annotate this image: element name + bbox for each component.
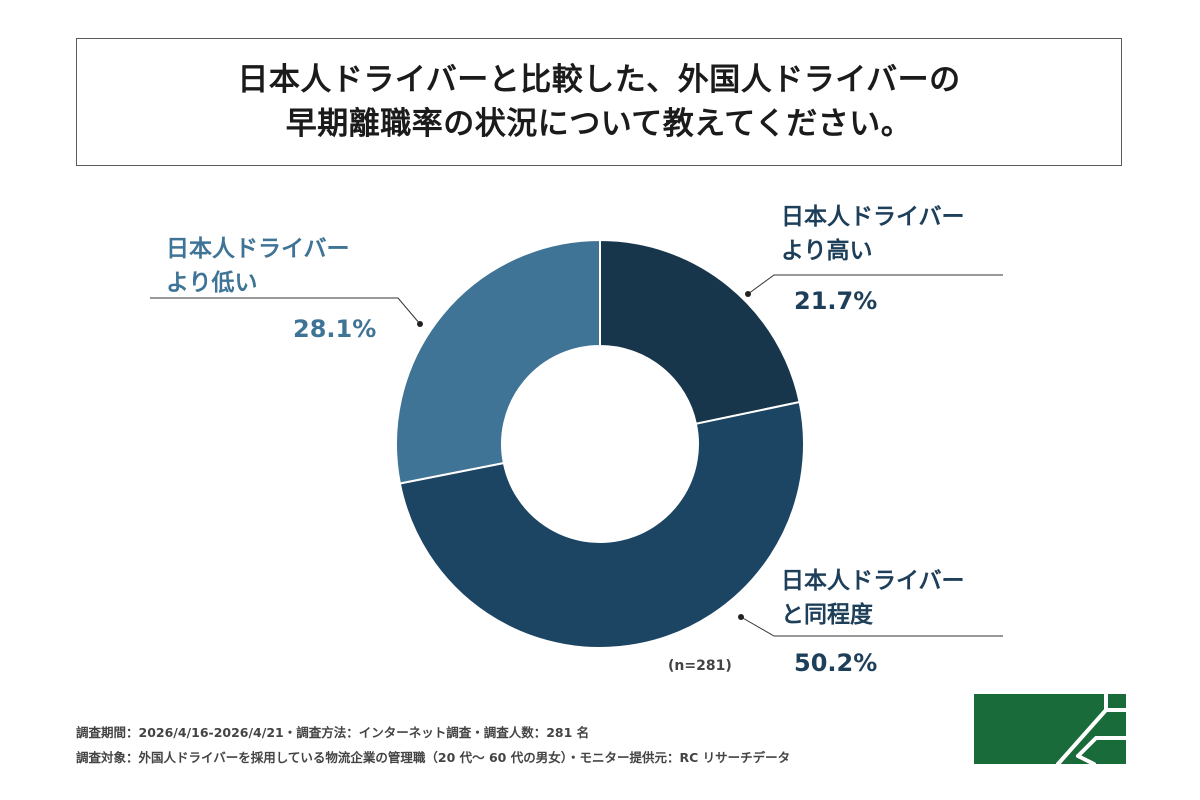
data-label-same: 50.2% xyxy=(794,649,878,677)
data-label-higher: 21.7% xyxy=(794,287,878,315)
label-lower-line1: 日本人ドライバー xyxy=(166,236,350,262)
leader-higher xyxy=(747,274,1003,295)
leader-lower xyxy=(150,297,421,325)
label-higher-line2: より高い xyxy=(781,238,873,264)
label-same: 日本人ドライバー と同程度 xyxy=(781,564,965,632)
data-label-lower: 28.1% xyxy=(293,315,377,343)
sample-size-note: (n=281) xyxy=(668,658,732,674)
slice-same xyxy=(398,400,805,650)
title-box: 日本人ドライバーと比較した、外国人ドライバーの 早期離職率の状況について教えてく… xyxy=(76,38,1122,166)
label-lower-line2: より低い xyxy=(166,270,258,296)
title-line-1: 日本人ドライバーと比較した、外国人ドライバーの xyxy=(237,62,961,98)
leader-same xyxy=(740,616,1003,637)
footer-line-2: 調査対象：外国人ドライバーを採用している物流企業の管理職（20 代〜 60 代の… xyxy=(76,750,791,765)
label-higher-line1: 日本人ドライバー xyxy=(781,204,965,230)
footer-line-1: 調査期間：2026/4/16-2026/4/21・調査方法：インターネット調査・… xyxy=(76,725,590,740)
label-higher: 日本人ドライバー より高い xyxy=(781,200,965,268)
leader-same-dot xyxy=(738,614,744,620)
company-logo-icon xyxy=(974,694,1126,764)
slice-lower xyxy=(395,238,601,485)
slice-higher xyxy=(599,238,801,426)
leader-higher-dot xyxy=(745,291,751,297)
leader-lower-dot xyxy=(417,321,423,327)
label-same-line1: 日本人ドライバー xyxy=(781,568,965,594)
label-lower: 日本人ドライバー より低い xyxy=(166,232,350,300)
label-same-line2: と同程度 xyxy=(781,602,873,628)
title-line-2: 早期離職率の状況について教えてください。 xyxy=(285,106,913,142)
